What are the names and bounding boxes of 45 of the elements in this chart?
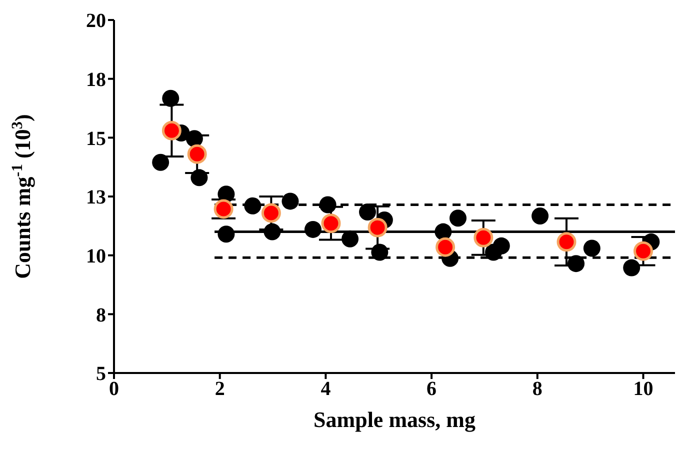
point — [568, 255, 585, 272]
point — [450, 210, 467, 227]
y-tick-label: 10 — [86, 245, 106, 268]
y-tick-label: 15 — [86, 128, 106, 150]
point — [474, 228, 494, 248]
point — [152, 154, 170, 171]
x-tick-label: 10 — [633, 378, 654, 400]
y-tick-label: 5 — [96, 363, 106, 386]
point — [342, 230, 359, 248]
point — [623, 259, 640, 276]
point — [214, 199, 234, 219]
point — [532, 208, 549, 225]
point — [484, 244, 502, 261]
point — [436, 237, 456, 257]
point — [162, 120, 182, 140]
point — [190, 169, 208, 186]
point — [321, 214, 341, 234]
x-tick-label: 8 — [532, 378, 542, 400]
x-tick-label: 0 — [109, 378, 119, 400]
point — [434, 223, 452, 240]
point — [583, 240, 600, 257]
y-tick-label: 13 — [86, 186, 106, 209]
point — [633, 241, 653, 261]
x-tick-label: 4 — [320, 378, 331, 400]
point — [319, 196, 336, 214]
y-tick-label: 8 — [96, 304, 106, 326]
point — [359, 204, 376, 221]
point — [186, 130, 203, 148]
point — [304, 220, 322, 238]
y-tick-label: 18 — [86, 68, 106, 91]
point — [162, 90, 180, 107]
point — [368, 218, 388, 238]
x-tick-label: 6 — [426, 378, 437, 400]
point — [261, 203, 281, 223]
x-axis-title: Sample mass, mg — [314, 407, 476, 432]
point — [187, 144, 207, 164]
point — [264, 223, 281, 240]
point — [282, 192, 299, 210]
point — [371, 244, 388, 261]
point — [244, 197, 262, 214]
y-tick-label: 20 — [86, 10, 106, 32]
point — [218, 186, 235, 203]
point — [556, 232, 576, 252]
x-tick-label: 2 — [214, 378, 225, 400]
point — [218, 226, 235, 243]
